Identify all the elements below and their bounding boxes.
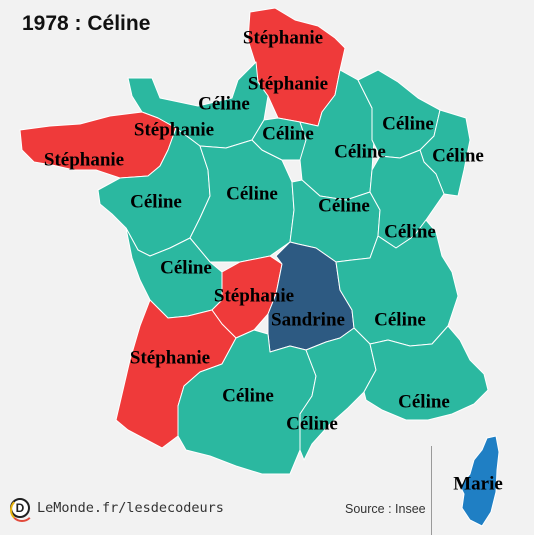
region-corse xyxy=(459,435,500,527)
region-label: Céline xyxy=(384,221,436,243)
region-label: Céline xyxy=(286,413,338,435)
logo-d-icon: D xyxy=(10,498,34,522)
corsica-inset-divider xyxy=(431,446,432,535)
region-paca xyxy=(363,325,489,421)
region-label: Céline xyxy=(226,183,278,205)
region-label: Céline xyxy=(130,191,182,213)
region-label: Marie xyxy=(453,473,503,495)
region-label: Stéphanie xyxy=(133,119,215,141)
region-label: Stéphanie xyxy=(43,149,125,171)
region-label: Céline xyxy=(398,391,450,413)
region-label: Céline xyxy=(160,257,212,279)
map-title: 1978 : Céline xyxy=(22,12,151,35)
region-label: Céline xyxy=(382,113,434,135)
region-label: Stéphanie xyxy=(247,73,329,95)
region-label: Stéphanie xyxy=(129,347,211,369)
region-languedoc-roussillon xyxy=(299,327,377,461)
source-note: Source : Insee xyxy=(345,502,426,516)
lemonde-logo: D LeMonde.fr/lesdecodeurs xyxy=(10,498,224,522)
region-label: Stéphanie xyxy=(242,27,324,49)
region-rhone-alpes xyxy=(335,219,459,347)
region-label: Céline xyxy=(432,145,484,167)
region-label: Stéphanie xyxy=(213,285,295,307)
region-label: Céline xyxy=(318,195,370,217)
region-label: Céline xyxy=(374,309,426,331)
region-label: Céline xyxy=(198,93,250,115)
region-label: Céline xyxy=(262,123,314,145)
region-limousin xyxy=(211,255,283,339)
logo-text: LeMonde.fr/lesdecodeurs xyxy=(37,500,224,516)
region-label: Sandrine xyxy=(271,309,345,331)
region-label: Céline xyxy=(222,385,274,407)
region-label: Céline xyxy=(334,141,386,163)
